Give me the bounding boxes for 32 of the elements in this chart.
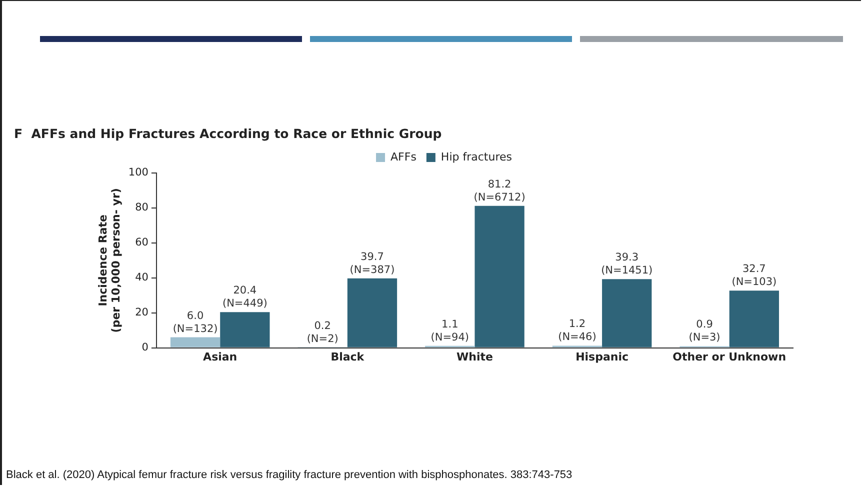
- legend-label: AFFs: [390, 150, 417, 164]
- y-tick-label: 40: [135, 272, 148, 284]
- y-tick-label: 20: [135, 306, 148, 319]
- data-label: 0.9 (N=3): [688, 318, 720, 344]
- x-tick-label: Hispanic: [576, 350, 629, 364]
- y-tick-label: 60: [135, 236, 148, 249]
- x-tick-label: White: [456, 350, 493, 364]
- data-label: 39.7 (N=387): [350, 250, 395, 276]
- y-tick-label: 100: [128, 166, 148, 179]
- data-label: 32.7 (N=103): [732, 263, 777, 288]
- y-axis-title: Incidence Rate (per 10,000 person- yr): [96, 188, 123, 333]
- y-tick-label: 0: [142, 342, 148, 354]
- bar: [347, 278, 398, 348]
- bar: [170, 337, 220, 348]
- bar: [474, 206, 524, 348]
- x-tick-label: Black: [330, 350, 365, 364]
- data-label: 39.3 (N=1451): [601, 252, 653, 277]
- bar: [220, 312, 270, 348]
- legend-label: Hip fractures: [440, 150, 512, 164]
- data-label: 6.0 (N=132): [172, 310, 218, 335]
- data-label: 1.1 (N=94): [430, 318, 470, 344]
- data-label: 0.2 (N=2): [306, 320, 338, 345]
- y-tick-label: 80: [135, 202, 148, 214]
- data-label: 20.4 (N=449): [222, 284, 268, 310]
- x-tick-label: Other or Unknown: [672, 350, 786, 364]
- x-tick-label: Asian: [203, 350, 238, 364]
- data-label: 1.2 (N=46): [558, 318, 596, 344]
- data-label: 81.2 (N=6712): [474, 178, 526, 204]
- text: Black et al. (2020) Atypical femur fracture risk versus fragility fracture prevention with bisphosphonates. 383:743-753: [6, 469, 572, 481]
- bar: [729, 290, 779, 348]
- bar: [602, 279, 652, 348]
- chart-title: F AFFs and Hip Fractures According to Race or Ethnic Group: [14, 126, 442, 141]
